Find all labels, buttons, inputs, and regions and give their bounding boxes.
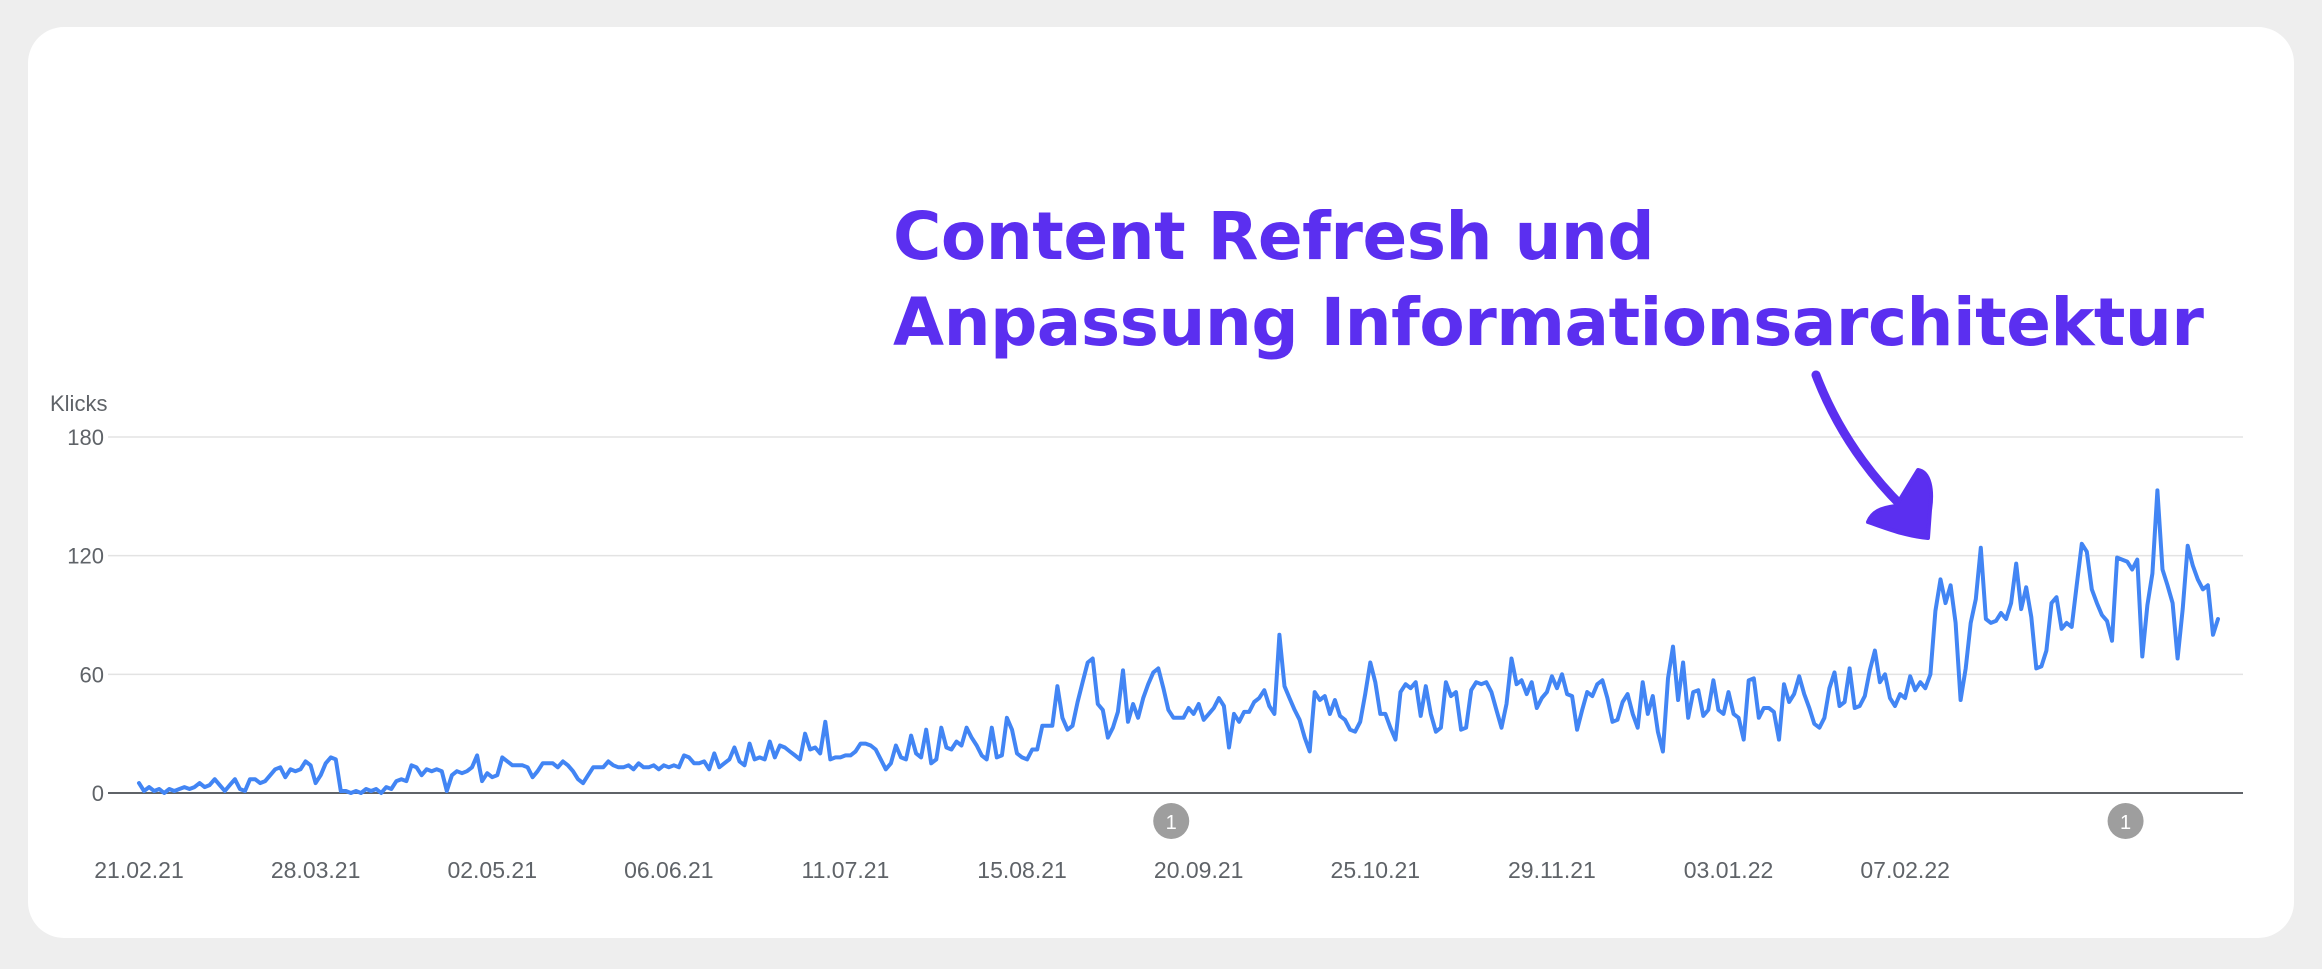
event-marker-label: 1 bbox=[1166, 812, 1177, 834]
x-tick-label: 03.01.22 bbox=[1684, 857, 1774, 883]
event-marker bbox=[1153, 803, 1190, 839]
y-tick-label: 120 bbox=[67, 544, 104, 569]
x-tick-label: 28.03.21 bbox=[271, 857, 361, 883]
event-marker-label: 1 bbox=[2120, 812, 2131, 834]
event-marker bbox=[2107, 803, 2144, 839]
annotation-arrow-head bbox=[1866, 468, 1934, 540]
annotation-title-line-1: Content Refresh und bbox=[893, 198, 1655, 275]
x-tick-label: 02.05.21 bbox=[447, 857, 537, 883]
x-tick-label: 11.07.21 bbox=[802, 857, 890, 883]
y-tick-label: 0 bbox=[92, 781, 104, 806]
y-axis-label: Klicks bbox=[50, 391, 107, 416]
clicks-series-line bbox=[137, 488, 2220, 795]
x-tick-label: 15.08.21 bbox=[977, 857, 1067, 883]
x-tick-label: 25.10.21 bbox=[1331, 857, 1421, 883]
x-tick-label: 06.06.21 bbox=[624, 857, 714, 883]
x-tick-label: 29.11.21 bbox=[1508, 857, 1596, 883]
y-tick-label: 180 bbox=[67, 425, 104, 450]
x-tick-label: 07.02.22 bbox=[1860, 857, 1950, 883]
x-tick-label: 20.09.21 bbox=[1154, 857, 1244, 883]
x-tick-label: 21.02.21 bbox=[94, 857, 184, 883]
annotation-title-line-2: Anpassung Informationsarchitektur bbox=[893, 284, 2204, 361]
y-tick-label: 60 bbox=[80, 662, 104, 687]
